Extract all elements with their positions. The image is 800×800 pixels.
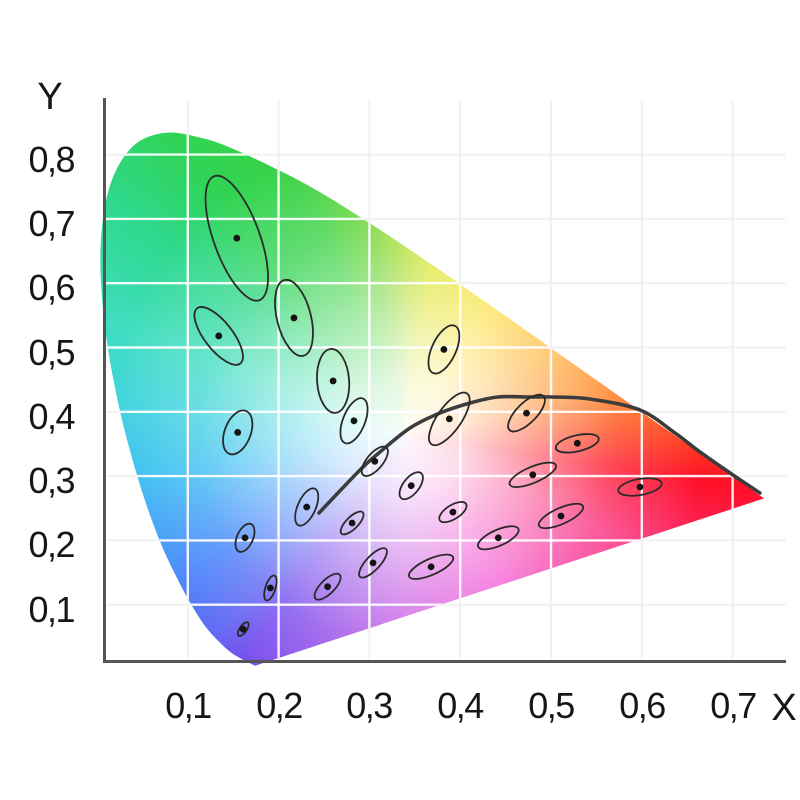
macadam-ellipse	[339, 510, 365, 536]
macadam-ellipse	[477, 525, 520, 551]
macadam-ellipse	[236, 621, 250, 637]
ellipse-center-dot	[215, 332, 223, 340]
y-tick-label: 0,8	[28, 139, 75, 180]
ellipse-center-dot	[407, 482, 415, 490]
ellipse-center-dot	[324, 583, 332, 591]
x-tick-label: 0,4	[437, 685, 484, 726]
ellipse-center-dot	[234, 428, 242, 436]
macadam-ellipse	[360, 445, 389, 477]
macadam-ellipse	[554, 433, 600, 454]
macadam-ellipse	[408, 553, 455, 580]
ellipse-center-dot	[529, 471, 537, 479]
macadam-ellipse	[274, 278, 314, 357]
ellipse-center-dot	[557, 512, 565, 520]
ellipse-center-dot	[440, 345, 448, 353]
y-tick-label: 0,7	[28, 203, 75, 244]
macadam-ellipse	[537, 502, 585, 530]
ellipse-center-dot	[239, 625, 247, 633]
ellipse-center-dot	[449, 508, 457, 516]
macadam-ellipse	[339, 397, 369, 445]
macadam-ellipse	[294, 487, 320, 527]
macadam-ellipse	[507, 393, 546, 433]
macadam-ellipse	[617, 477, 663, 497]
macadam-ellipse	[222, 409, 254, 456]
macadam-ellipse	[316, 348, 351, 414]
ellipse-center-dot	[241, 534, 249, 542]
macadam-ellipse	[428, 391, 471, 447]
macadam-ellipse	[313, 572, 342, 601]
ellipse-center-dot	[371, 457, 379, 465]
ellipse-center-dot	[573, 439, 581, 447]
x-tick-label: 0,5	[528, 685, 575, 726]
ellipse-center-dot	[303, 503, 311, 511]
ellipse-center-dot	[494, 534, 502, 542]
x-tick-label: 0,1	[165, 685, 212, 726]
macadam-ellipses	[193, 174, 663, 637]
macadam-ellipse	[438, 501, 468, 524]
y-tick-label: 0,6	[28, 267, 75, 308]
x-tick-label: 0,7	[710, 685, 757, 726]
y-tick-label: 0,4	[28, 396, 75, 437]
y-tick-label: 0,2	[28, 524, 75, 565]
x-tick-label: 0,3	[346, 685, 393, 726]
ellipse-center-dot	[369, 559, 377, 567]
y-tick-label: 0,5	[28, 332, 75, 373]
y-tick-label: 0,3	[28, 460, 75, 501]
x-axis-label: X	[771, 687, 797, 729]
ellipse-center-dot	[427, 563, 435, 571]
x-tick-label: 0,2	[256, 685, 303, 726]
macadam-ellipse	[427, 324, 461, 375]
ellipse-center-dot	[233, 234, 241, 242]
ellipse-center-dot	[348, 519, 356, 527]
y-tick-label: 0,1	[28, 589, 75, 630]
macadam-ellipse	[204, 174, 269, 302]
x-tick-label: 0,6	[619, 685, 666, 726]
macadam-ellipse	[234, 522, 256, 553]
y-axis-label: Y	[37, 76, 63, 118]
macadam-ellipse	[508, 461, 557, 488]
ellipse-center-dot	[445, 415, 453, 423]
ellipse-center-dot	[350, 417, 358, 425]
macadam-ellipse	[398, 471, 424, 501]
macadam-ellipse	[358, 547, 388, 579]
ellipse-center-dot	[266, 584, 274, 592]
ellipse-center-dot	[290, 314, 298, 322]
macadam-ellipse	[263, 574, 278, 602]
macadam-ellipse	[193, 306, 244, 366]
ellipse-center-dot	[329, 377, 337, 385]
ellipse-center-dot	[636, 483, 644, 491]
ellipse-center-dot	[523, 409, 530, 417]
